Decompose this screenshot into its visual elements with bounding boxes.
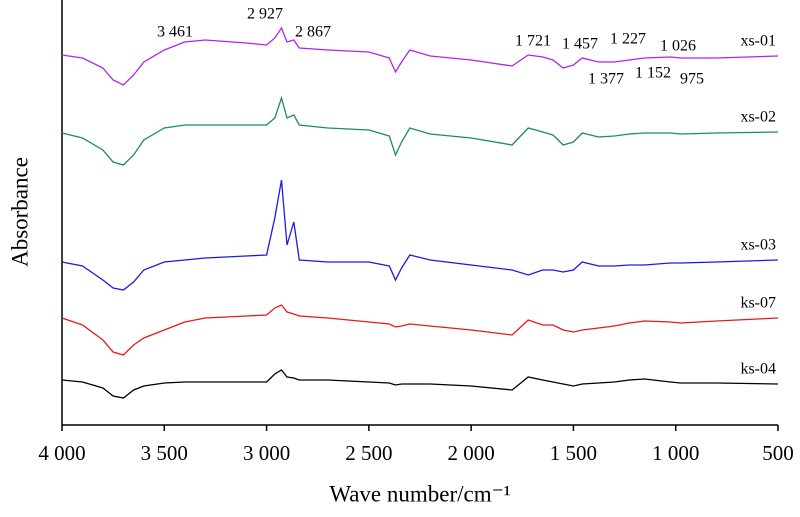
- spectrum-line: [61, 179, 779, 291]
- peak-annotation: 3 461: [157, 24, 193, 41]
- peak-annotation: 1 377: [588, 71, 624, 88]
- series-label: ks-04: [740, 361, 776, 378]
- peak-annotation: 1 026: [660, 38, 696, 55]
- x-axis-label: Wave number/cm⁻¹: [329, 481, 510, 506]
- spectrum-line: [61, 369, 779, 399]
- peak-annotation: 1 457: [562, 36, 598, 53]
- peak-annotation: 975: [680, 71, 704, 88]
- y-axis-label: Absorbance: [7, 157, 32, 267]
- x-tick-label: 2 000: [448, 441, 495, 465]
- x-tick-label: 3 500: [141, 441, 188, 465]
- spectrum-line: [61, 304, 779, 356]
- series-label: ks-07: [740, 295, 776, 312]
- peak-annotation: 1 721: [515, 33, 551, 50]
- x-tick-label: 1 000: [652, 441, 699, 465]
- x-tick-label: 1 500: [550, 441, 597, 465]
- peak-annotation: 2 867: [295, 24, 331, 41]
- spectrum-line: [61, 95, 779, 166]
- series-label: xs-03: [740, 237, 776, 254]
- peak-annotation: 2 927: [247, 6, 283, 23]
- spectrum-line: [61, 26, 779, 86]
- x-tick-label: 2 500: [345, 441, 392, 465]
- peak-annotation: 1 152: [635, 65, 671, 82]
- peak-annotation: 1 227: [610, 31, 646, 48]
- series-label: xs-01: [740, 33, 776, 50]
- x-tick-label: 500: [762, 441, 794, 465]
- x-tick-label: 4 000: [38, 441, 85, 465]
- series-label: xs-02: [740, 109, 776, 126]
- x-tick-label: 3 000: [243, 441, 290, 465]
